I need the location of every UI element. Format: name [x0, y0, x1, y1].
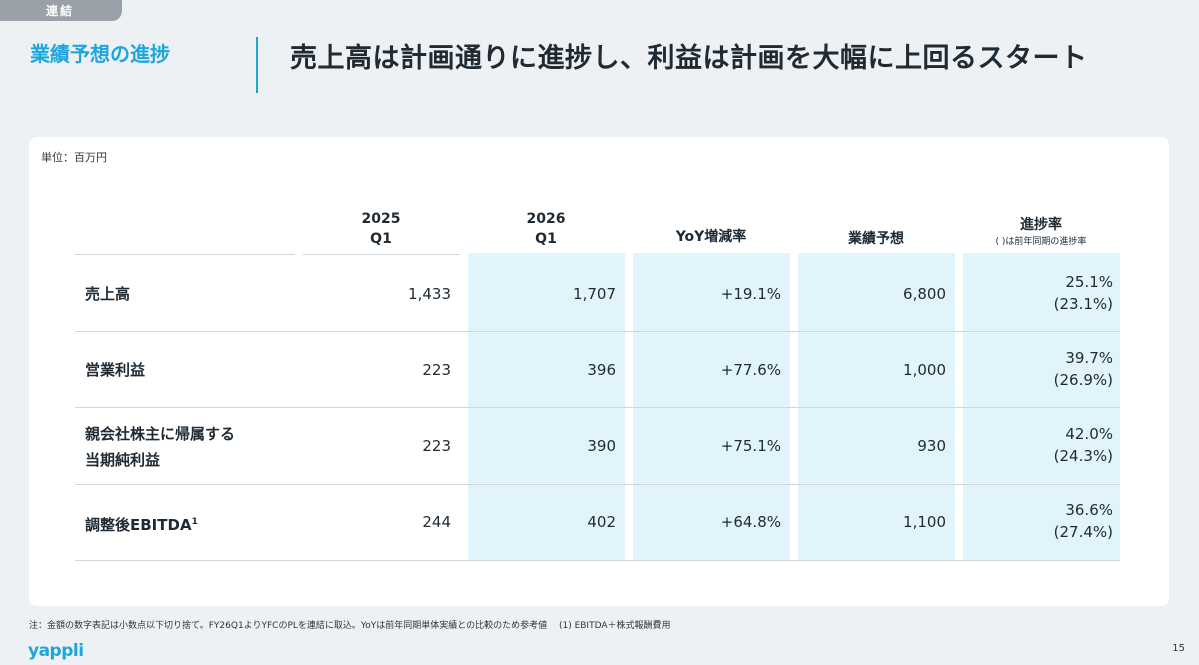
cell-ebitda-progress: 36.6% (27.4%)	[961, 499, 1113, 543]
cell-sales-forecast: 6,800	[903, 285, 946, 303]
unit-label: 単位：百万円	[41, 151, 107, 164]
header-2026q1-year: 2026	[526, 211, 566, 227]
cell-sales-2026q1: 1,707	[573, 285, 616, 303]
cell-sales-progress: 25.1% (23.1%)	[961, 271, 1113, 315]
cell-sales-2025q1: 1,433	[408, 285, 451, 303]
footnote-marker-1: 1	[191, 517, 198, 527]
row-separator	[75, 407, 1120, 408]
header-yoy: YoY増減率	[675, 229, 747, 245]
header-2026q1-quarter: Q1	[535, 231, 557, 247]
cell-op-progress: 39.7% (26.9%)	[961, 347, 1113, 391]
cell-ni-progress-value: 42.0%	[1065, 425, 1113, 443]
cell-ni-yoy: +75.1%	[720, 437, 781, 455]
header-2025q1: 2025 Q1	[311, 209, 451, 249]
row-separator	[75, 560, 1120, 561]
row-label-sales: 売上高	[85, 281, 130, 307]
row-label-net-income-line1: 親会社株主に帰属する	[85, 425, 236, 443]
header-progress-note: ( )は前年同期の進捗率	[995, 237, 1087, 247]
consolidated-tag: 連結	[0, 0, 122, 21]
section-title: 業績予想の進捗	[30, 42, 170, 66]
row-label-net-income-line2: 当期純利益	[85, 451, 161, 469]
row-label-net-income: 親会社株主に帰属する 当期純利益	[85, 421, 235, 473]
cell-ebitda-yoy: +64.8%	[720, 513, 781, 531]
cell-ni-progress-prev: (24.3%)	[1053, 447, 1113, 465]
header-2025q1-quarter: Q1	[370, 231, 392, 247]
cell-ebitda-progress-value: 36.6%	[1065, 501, 1113, 519]
footnote: 注：金額の数字表記は小数点以下切り捨て。FY26Q1よりYFCのPLを連結に取込…	[29, 621, 671, 631]
cell-op-2025q1: 223	[422, 361, 451, 379]
forecast-progress-card: 単位：百万円 2025 Q1 2026 Q1 YoY増減率 業績予想 進捗率 (…	[29, 137, 1169, 606]
cell-ni-2025q1: 223	[422, 437, 451, 455]
cell-op-forecast: 1,000	[903, 361, 946, 379]
cell-op-progress-value: 39.7%	[1065, 349, 1113, 367]
cell-op-progress-prev: (26.9%)	[1053, 371, 1113, 389]
header-underline-label	[75, 254, 295, 255]
header-progress: 進捗率 ( )は前年同期の進捗率	[961, 215, 1121, 249]
cell-sales-progress-prev: (23.1%)	[1053, 295, 1113, 313]
header-progress-title: 進捗率	[1020, 217, 1062, 233]
cell-ni-forecast: 930	[917, 437, 946, 455]
title-divider	[256, 37, 258, 93]
cell-sales-yoy: +19.1%	[720, 285, 781, 303]
page-number: 15	[1172, 643, 1185, 654]
yappli-logo: yappli	[28, 641, 84, 661]
row-separator	[75, 331, 1120, 332]
row-label-adjusted-ebitda: 調整後EBITDA1	[85, 509, 198, 538]
cell-ebitda-progress-prev: (27.4%)	[1053, 523, 1113, 541]
cell-ebitda-2025q1: 244	[422, 513, 451, 531]
header-2025q1-year: 2025	[361, 211, 401, 227]
cell-ni-progress: 42.0% (24.3%)	[961, 423, 1113, 467]
page-headline: 売上高は計画通りに進捗し、利益は計画を大幅に上回るスタート	[290, 43, 1088, 74]
cell-ebitda-forecast: 1,100	[903, 513, 946, 531]
row-label-operating-profit-text: 営業利益	[85, 361, 146, 379]
row-label-adjusted-ebitda-text: 調整後EBITDA	[85, 516, 192, 534]
forecast-progress-table: 2025 Q1 2026 Q1 YoY増減率 業績予想 進捗率 ( )は前年同期…	[29, 137, 1169, 606]
cell-ebitda-2026q1: 402	[587, 513, 616, 531]
header-forecast: 業績予想	[848, 231, 904, 247]
row-label-sales-text: 売上高	[85, 285, 131, 303]
cell-op-2026q1: 396	[587, 361, 616, 379]
header-underline-2025q1	[303, 254, 460, 255]
row-label-operating-profit: 営業利益	[85, 357, 145, 383]
row-separator	[75, 484, 1120, 485]
header-2026q1: 2026 Q1	[476, 209, 616, 249]
cell-op-yoy: +77.6%	[720, 361, 781, 379]
cell-ni-2026q1: 390	[587, 437, 616, 455]
cell-sales-progress-value: 25.1%	[1065, 273, 1113, 291]
